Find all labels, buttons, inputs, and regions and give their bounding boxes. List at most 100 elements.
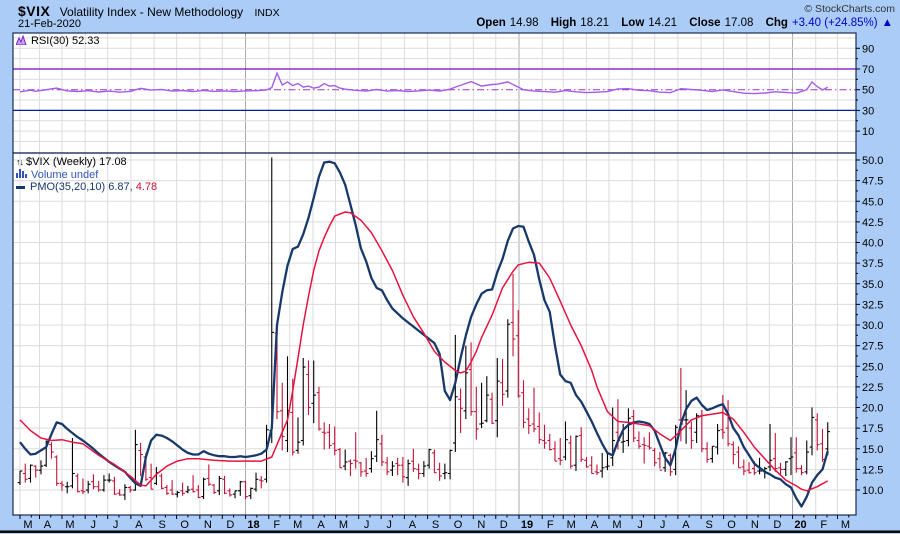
price-bars <box>17 157 831 500</box>
updown-arrows-icon: ↑↓ <box>16 157 24 167</box>
svg-text:M: M <box>567 519 576 531</box>
rsi-line <box>19 71 829 95</box>
svg-text:M: M <box>23 519 32 531</box>
svg-text:N: N <box>204 519 212 531</box>
chg-label: Chg <box>765 17 788 29</box>
svg-text:O: O <box>727 519 736 531</box>
svg-text:S: S <box>158 519 165 531</box>
low-label: Low <box>621 17 645 29</box>
y-axis-main: 50.0 47.5 45.0 42.5 40.0 37.5 35.0 32.5 30.0 27.5… <box>856 155 883 497</box>
rsi-legend-label: RSI(30) 52.33 <box>31 35 100 47</box>
svg-text:35.0: 35.0 <box>862 279 883 291</box>
svg-text:J: J <box>90 519 96 531</box>
svg-text:A: A <box>135 519 143 531</box>
svg-text:90: 90 <box>862 43 874 55</box>
chart-title: $VIX Volatility Index - New Methodology … <box>18 3 280 19</box>
svg-text:10: 10 <box>862 126 874 138</box>
rsi-mountain-icon <box>15 33 27 49</box>
svg-text:32.5: 32.5 <box>862 299 883 311</box>
svg-text:A: A <box>591 519 599 531</box>
svg-text:A: A <box>317 519 325 531</box>
svg-text:F: F <box>820 519 827 531</box>
volume-bars-icon <box>16 168 27 182</box>
high-value: 18.21 <box>580 17 610 29</box>
svg-text:S: S <box>705 519 712 531</box>
svg-text:A: A <box>682 519 690 531</box>
chg-value: +3.40 (+24.85%) <box>791 17 878 29</box>
rsi-panel <box>13 37 856 142</box>
chg-up-arrow-icon: ▲ <box>881 17 893 29</box>
svg-text:J: J <box>364 519 370 531</box>
exchange-label: INDX <box>254 7 280 19</box>
main-panel-border <box>12 152 857 516</box>
svg-text:O: O <box>454 519 463 531</box>
symbol-description: Volatility Index - New Methodology <box>59 5 244 19</box>
svg-text:N: N <box>751 519 759 531</box>
copyright-text: © StockCharts.com <box>804 3 895 15</box>
svg-text:47.5: 47.5 <box>862 176 883 188</box>
svg-text:45.0: 45.0 <box>862 196 883 208</box>
svg-text:10.0: 10.0 <box>862 485 883 497</box>
high-label: High <box>550 17 577 29</box>
volume-legend-label: Volume undef <box>31 168 99 181</box>
chart-date: 21-Feb-2020 <box>18 18 81 30</box>
svg-text:19: 19 <box>521 519 533 531</box>
svg-text:18: 18 <box>247 519 259 531</box>
svg-text:12.5: 12.5 <box>862 464 883 476</box>
svg-text:M: M <box>841 519 850 531</box>
svg-text:15.0: 15.0 <box>862 444 883 456</box>
svg-text:17.5: 17.5 <box>862 423 883 435</box>
pmo-signal-value: 4.78 <box>135 181 158 193</box>
svg-text:N: N <box>477 519 485 531</box>
svg-text:M: M <box>612 519 621 531</box>
svg-text:F: F <box>547 519 554 531</box>
svg-text:A: A <box>44 519 52 531</box>
main-legend: ↑↓ $VIX (Weekly) 17.08 Volume undef PMO(… <box>16 156 157 194</box>
svg-text:22.5: 22.5 <box>862 382 883 394</box>
rsi-legend: RSI(30) 52.33 <box>15 33 100 49</box>
quote-bar: Open 14.98 High 18.21 Low 14.21 Close 17.08 … <box>476 17 893 29</box>
svg-text:S: S <box>432 519 439 531</box>
svg-text:25.0: 25.0 <box>862 361 883 373</box>
svg-text:30: 30 <box>862 105 874 117</box>
svg-text:42.5: 42.5 <box>862 217 883 229</box>
svg-text:A: A <box>409 519 417 531</box>
symbol-legend-label: $VIX (Weekly) 17.08 <box>26 156 127 168</box>
svg-text:50: 50 <box>862 85 874 97</box>
svg-text:40.0: 40.0 <box>862 238 883 250</box>
svg-text:D: D <box>500 519 508 531</box>
low-value: 14.21 <box>648 17 678 29</box>
y-axis-rsi: 90 70 50 30 10 <box>856 43 874 138</box>
x-axis: M A M J J A S O N D 18 F M A M J J A S O N D 19 F M A M J J A S O N D 20 F M <box>19 515 850 531</box>
pmo-line-icon <box>16 185 25 189</box>
pmo-35-20-10--line <box>19 160 829 508</box>
svg-text:D: D <box>773 519 781 531</box>
svg-text:M: M <box>339 519 348 531</box>
open-label: Open <box>476 17 506 29</box>
svg-text:J: J <box>637 519 643 531</box>
svg-text:70: 70 <box>862 64 874 76</box>
image-bottom-border <box>0 530 900 533</box>
panels <box>13 33 856 515</box>
close-label: Close <box>689 17 721 29</box>
symbol-label: $VIX <box>18 3 51 19</box>
svg-text:M: M <box>293 519 302 531</box>
close-value: 17.08 <box>724 17 754 29</box>
svg-text:J: J <box>113 519 119 531</box>
svg-text:50.0: 50.0 <box>862 155 883 167</box>
open-value: 14.98 <box>509 17 539 29</box>
svg-text:37.5: 37.5 <box>862 258 883 270</box>
svg-text:M: M <box>65 519 74 531</box>
svg-text:J: J <box>660 519 666 531</box>
svg-text:20: 20 <box>794 519 806 531</box>
svg-text:20.0: 20.0 <box>862 403 883 415</box>
pmo-signal-line <box>19 211 829 492</box>
svg-text:O: O <box>180 519 189 531</box>
svg-text:27.5: 27.5 <box>862 341 883 353</box>
svg-text:J: J <box>386 519 392 531</box>
pmo-legend-label: PMO(35,20,10) 6.87, <box>30 181 133 193</box>
svg-text:F: F <box>273 519 280 531</box>
svg-text:D: D <box>226 519 234 531</box>
